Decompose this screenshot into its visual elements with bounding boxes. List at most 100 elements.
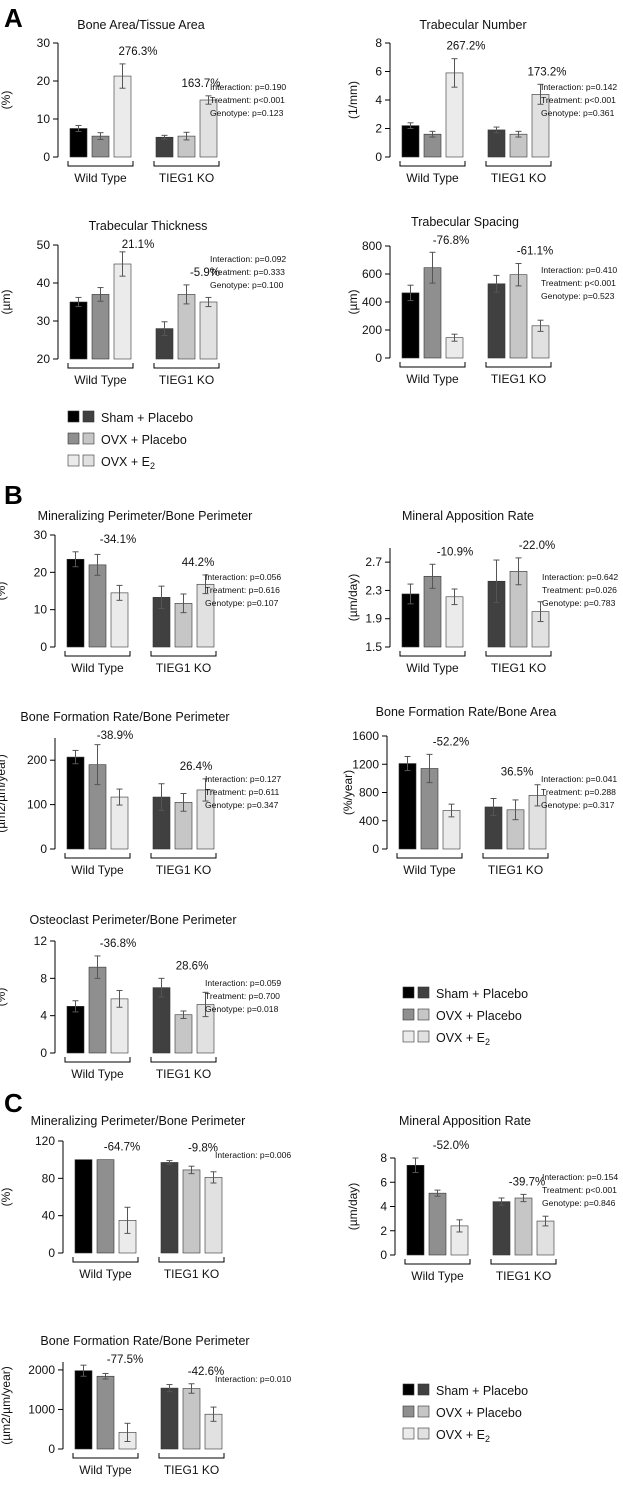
bar-wt-series-1	[401, 292, 420, 359]
y-tick-label: 10	[37, 112, 51, 126]
y-tick-label: 400	[359, 814, 379, 828]
bar-wt-series-2	[91, 294, 110, 360]
y-tick-label: 200	[27, 753, 47, 767]
bar-ko-series-2	[174, 1014, 193, 1054]
legend-3: Sham + Placebo OVX + Placebo OVX + E2	[402, 1383, 528, 1444]
group-label-tieg1-ko: TIEG1 KO	[164, 1267, 219, 1281]
group-bracket	[485, 651, 552, 657]
y-tick-label: 8	[40, 971, 47, 985]
y-tick-label: 0	[48, 1442, 55, 1456]
stat-line: Interaction: p=0.006	[215, 1150, 291, 1160]
group-bracket	[67, 363, 134, 369]
y-tick-label: 2.3	[365, 583, 382, 597]
bar-ko-series-1	[487, 129, 506, 158]
bar-wt-series-1	[66, 1006, 85, 1054]
chart-title: Bone Formation Rate/Bone Area	[376, 705, 557, 719]
group-bracket	[396, 853, 463, 859]
stat-line: Treatment: p=0.700	[205, 991, 280, 1001]
stat-line: Interaction: p=0.059	[205, 978, 281, 988]
legend-text: OVX + Placebo	[101, 433, 187, 447]
legend-1: Sham + Placebo OVX + Placebo OVX + E2	[67, 410, 193, 471]
legend-label-3: OVX + E2	[436, 1428, 490, 1444]
legend-subscript: 2	[485, 1434, 490, 1444]
group-bracket	[399, 362, 466, 368]
y-tick-label: 1.9	[365, 612, 382, 626]
group-bracket	[153, 161, 220, 167]
chart-title: Trabecular Number	[419, 18, 526, 32]
stat-line: Genotype: p=0.523	[541, 291, 615, 301]
y-tick-label: 4	[375, 93, 382, 107]
y-axis-label: (µm2/µm/year)	[0, 754, 8, 833]
y-axis-label: (%)	[0, 91, 13, 110]
stat-line: Interaction: p=0.410	[541, 265, 617, 275]
chart-title: Mineralizing Perimeter/Bone Perimeter	[31, 1114, 246, 1128]
group-label-wild-type: Wild Type	[406, 661, 459, 675]
legend-label-3: OVX + E2	[436, 1031, 490, 1047]
y-axis-label: (µm2/µm/year)	[0, 1366, 13, 1445]
percent-change-label: -34.1%	[100, 534, 136, 546]
y-tick-label: 12	[34, 934, 48, 948]
percent-change-label: -77.5%	[107, 1354, 143, 1366]
legend-subscript: 2	[485, 1037, 490, 1047]
group-label-wild-type: Wild Type	[74, 373, 127, 387]
group-bracket	[490, 1259, 557, 1265]
percent-change-label: 163.7%	[181, 78, 220, 90]
panel-letter-c: C	[4, 1088, 23, 1118]
group-bracket	[72, 1257, 139, 1263]
y-tick-label: 30	[34, 528, 48, 542]
y-tick-label: 0	[380, 1248, 387, 1262]
bar-ko-series-2	[509, 133, 528, 158]
legend-swatch-wt-1	[67, 410, 80, 423]
bar-ko-series-3	[204, 1177, 223, 1254]
group-label-wild-type: Wild Type	[406, 372, 459, 386]
stat-line: Interaction: p=0.092	[210, 254, 286, 264]
stat-line: Interaction: p=0.190	[210, 82, 286, 92]
percent-change-label: -9.8%	[188, 1143, 218, 1155]
percent-change-label: -39.7%	[509, 1176, 545, 1188]
group-label-wild-type: Wild Type	[403, 863, 456, 877]
group-bracket	[64, 651, 131, 657]
y-tick-label: 50	[37, 238, 51, 252]
percent-change-label: 44.2%	[182, 557, 215, 569]
y-axis-label: (%/year)	[341, 770, 355, 815]
chart-title: Bone Area/Tissue Area	[77, 18, 204, 32]
y-axis-label: (%)	[0, 582, 8, 601]
y-tick-label: 100	[27, 798, 47, 812]
bar-wt-series-1	[66, 558, 85, 648]
y-axis-label: (µm)	[346, 290, 360, 315]
percent-change-label: 276.3%	[118, 46, 157, 58]
group-label-wild-type: Wild Type	[71, 661, 124, 675]
stat-line: Genotype: p=0.317	[541, 800, 615, 810]
y-tick-label: 0	[40, 1046, 47, 1060]
bar-wt-series-1	[401, 125, 420, 158]
chart-3: Trabecular Thickness 20 30 40 50 (µm) Wild Typ…	[0, 219, 286, 387]
bar-wt-series-1	[66, 756, 85, 850]
legend-text: OVX + Placebo	[436, 1009, 522, 1023]
chart-7: Bone Formation Rate/Bone Perimeter 0 100 20…	[0, 710, 281, 877]
y-tick-label: 4	[40, 1009, 47, 1023]
y-axis-label: (%)	[0, 1188, 13, 1207]
y-tick-label: 6	[380, 1175, 387, 1189]
y-tick-label: 2000	[28, 1363, 55, 1377]
y-tick-label: 80	[42, 1171, 56, 1185]
group-bracket	[485, 362, 552, 368]
bar-wt-series-2	[88, 966, 107, 1054]
percent-change-label: -38.9%	[97, 730, 133, 742]
legend-swatch-ko-1	[82, 410, 95, 423]
y-tick-label: 30	[37, 314, 51, 328]
y-tick-label: 800	[362, 239, 382, 253]
percent-change-label: -52.0%	[433, 1140, 469, 1152]
y-tick-label: 10	[34, 603, 48, 617]
legend-swatch-wt-3	[67, 454, 80, 467]
group-bracket	[399, 161, 466, 167]
group-bracket	[404, 1259, 471, 1265]
stat-line: Interaction: p=0.142	[541, 82, 617, 92]
stat-line: Interaction: p=0.041	[541, 774, 617, 784]
bar-wt-series-1	[74, 1370, 93, 1450]
y-tick-label: 0	[375, 351, 382, 365]
bar-ko-series-2	[182, 1388, 201, 1450]
y-axis-label: (µm)	[0, 290, 13, 315]
group-bracket	[158, 1453, 225, 1459]
chart-4: Trabecular Spacing 0 200 400 600 800 (µm) Wild …	[346, 215, 617, 386]
group-label-wild-type: Wild Type	[79, 1463, 132, 1477]
